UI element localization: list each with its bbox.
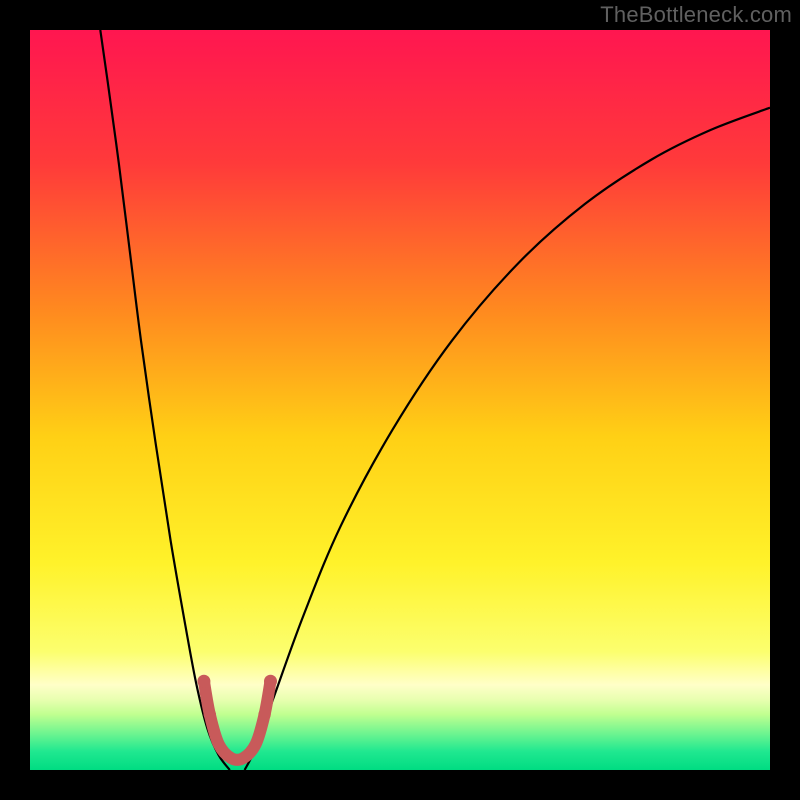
valley-marker-bead-0 bbox=[204, 708, 216, 720]
valley-marker-bead-1 bbox=[258, 708, 270, 720]
valley-marker-endpoint-left bbox=[197, 675, 210, 688]
chart-container: TheBottleneck.com bbox=[0, 0, 800, 800]
watermark-label: TheBottleneck.com bbox=[600, 2, 792, 28]
valley-marker-endpoint-right bbox=[264, 675, 277, 688]
bottleneck-chart bbox=[0, 0, 800, 800]
